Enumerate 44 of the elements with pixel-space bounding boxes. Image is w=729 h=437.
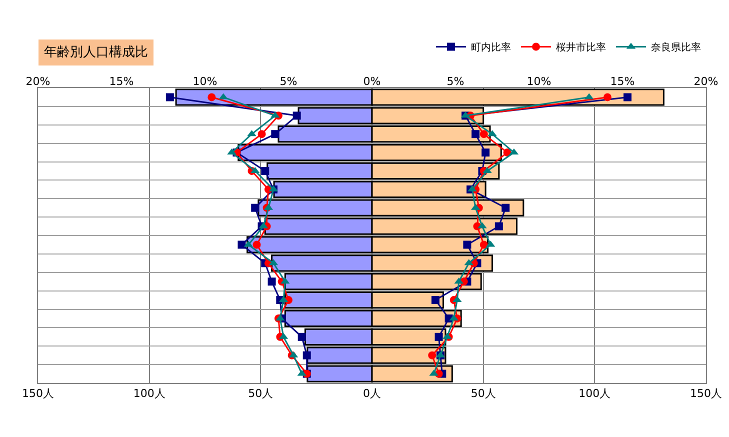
x2-tick-label: 20% bbox=[694, 74, 718, 88]
x-tick-label: 150人 bbox=[22, 387, 54, 400]
x2-tick-label: 15% bbox=[109, 74, 134, 88]
point bbox=[251, 204, 260, 212]
x-tick-label: 50人 bbox=[248, 387, 274, 400]
x-tick-label: 0人 bbox=[363, 387, 381, 400]
x-tick-label: 100人 bbox=[578, 387, 611, 400]
point bbox=[480, 240, 488, 249]
point bbox=[502, 204, 510, 212]
x2-tick-label: 15% bbox=[610, 74, 635, 88]
point bbox=[428, 351, 436, 360]
point bbox=[494, 222, 503, 230]
point bbox=[271, 130, 280, 138]
point bbox=[298, 332, 306, 341]
point bbox=[268, 278, 276, 286]
point bbox=[472, 130, 480, 138]
legend-label: 桜井市比率 bbox=[556, 42, 606, 54]
legend-label: 町内比率 bbox=[471, 42, 511, 54]
point bbox=[208, 93, 216, 102]
point bbox=[302, 351, 311, 360]
legend-label: 奈良県比率 bbox=[651, 42, 701, 54]
chart-title: 年齢別人口構成比 bbox=[44, 45, 148, 60]
point bbox=[258, 130, 266, 138]
point bbox=[624, 93, 632, 102]
point bbox=[603, 93, 612, 102]
x2-tick-label: 5% bbox=[280, 74, 298, 88]
x2-tick-label: 10% bbox=[526, 74, 552, 88]
x-tick-label: 50人 bbox=[470, 387, 496, 400]
point bbox=[482, 148, 490, 157]
x2-tick-label: 5% bbox=[446, 74, 464, 88]
point bbox=[463, 240, 472, 249]
x-tick-label: 150人 bbox=[690, 387, 722, 400]
point bbox=[166, 93, 174, 102]
point bbox=[261, 166, 270, 175]
point bbox=[431, 296, 440, 304]
x2-tick-label: 20% bbox=[26, 74, 50, 88]
x2-tick-label: 10% bbox=[192, 74, 218, 88]
point bbox=[434, 332, 443, 341]
point bbox=[480, 130, 488, 138]
x-tick-label: 100人 bbox=[133, 387, 166, 400]
point bbox=[238, 240, 246, 249]
point bbox=[292, 112, 301, 120]
point bbox=[252, 240, 261, 249]
x2-tick-label: 0% bbox=[363, 74, 381, 88]
